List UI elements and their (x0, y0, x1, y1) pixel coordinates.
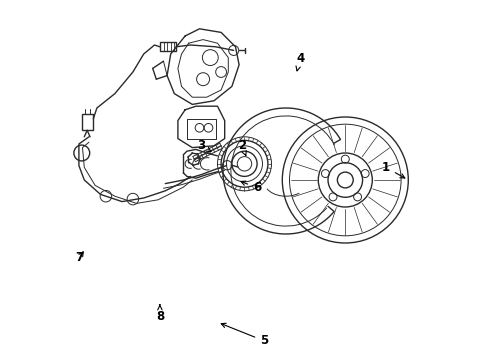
Text: 4: 4 (295, 52, 304, 71)
Bar (160, 42, 176, 51)
Text: 7: 7 (76, 251, 83, 264)
Text: 5: 5 (221, 323, 268, 347)
Bar (81, 114, 93, 130)
Text: 3: 3 (197, 139, 211, 152)
Text: 6: 6 (241, 181, 261, 194)
Circle shape (337, 172, 352, 188)
Text: 8: 8 (156, 305, 163, 323)
Text: 2: 2 (238, 139, 246, 156)
Text: 1: 1 (381, 161, 404, 178)
